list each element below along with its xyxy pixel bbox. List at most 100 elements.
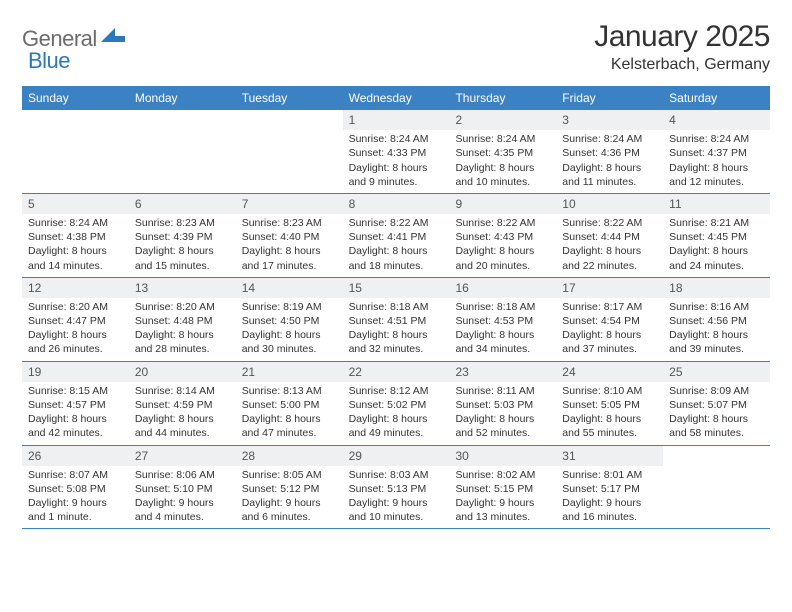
daylight-line-2: and 39 minutes. bbox=[669, 342, 764, 356]
day-number: 1 bbox=[349, 112, 444, 128]
day-number-bar: 9 bbox=[449, 194, 556, 214]
daylight-line-2: and 11 minutes. bbox=[562, 175, 657, 189]
sunset-line: Sunset: 4:56 PM bbox=[669, 314, 764, 328]
day-body: Sunrise: 8:01 AMSunset: 5:17 PMDaylight:… bbox=[556, 466, 663, 529]
sunrise-line: Sunrise: 8:03 AM bbox=[349, 468, 444, 482]
daylight-line-1: Daylight: 8 hours bbox=[562, 161, 657, 175]
day-cell: 30 Sunrise: 8:02 AMSunset: 5:15 PMDayligh… bbox=[449, 446, 556, 529]
sunset-line: Sunset: 5:15 PM bbox=[455, 482, 550, 496]
sunset-line: Sunset: 5:12 PM bbox=[242, 482, 337, 496]
day-body: Sunrise: 8:18 AMSunset: 4:53 PMDaylight:… bbox=[449, 298, 556, 361]
day-cell: 20Sunrise: 8:14 AMSunset: 4:59 PMDayligh… bbox=[129, 362, 236, 445]
daylight-line-2: and 15 minutes. bbox=[135, 259, 230, 273]
day-number: 27 bbox=[135, 448, 230, 464]
empty-cell bbox=[22, 110, 129, 193]
day-number-bar: 27 bbox=[129, 446, 236, 466]
daylight-line-1: Daylight: 9 hours bbox=[135, 496, 230, 510]
sunset-line: Sunset: 5:17 PM bbox=[562, 482, 657, 496]
sunset-line: Sunset: 5:00 PM bbox=[242, 398, 337, 412]
day-number-bar: 22 bbox=[343, 362, 450, 382]
daylight-line-2: and 42 minutes. bbox=[28, 426, 123, 440]
sunrise-line: Sunrise: 8:22 AM bbox=[562, 216, 657, 230]
day-body: Sunrise: 8:24 AMSunset: 4:35 PMDaylight:… bbox=[449, 130, 556, 193]
day-number-bar: 16 bbox=[449, 278, 556, 298]
day-cell: 4Sunrise: 8:24 AMSunset: 4:37 PMDaylight… bbox=[663, 110, 770, 193]
day-body: Sunrise: 8:21 AMSunset: 4:45 PMDaylight:… bbox=[663, 214, 770, 277]
daylight-line-1: Daylight: 9 hours bbox=[455, 496, 550, 510]
day-number: 30 bbox=[455, 448, 550, 464]
weekday-header: Saturday bbox=[663, 86, 770, 110]
sunset-line: Sunset: 4:41 PM bbox=[349, 230, 444, 244]
day-number: 16 bbox=[455, 280, 550, 296]
sunrise-line: Sunrise: 8:20 AM bbox=[135, 300, 230, 314]
daylight-line-1: Daylight: 8 hours bbox=[562, 328, 657, 342]
sunset-line: Sunset: 4:33 PM bbox=[349, 146, 444, 160]
day-number-bar: 12 bbox=[22, 278, 129, 298]
day-number: 29 bbox=[349, 448, 444, 464]
day-cell: 26Sunrise: 8:07 AMSunset: 5:08 PMDayligh… bbox=[22, 446, 129, 529]
daylight-line-2: and 55 minutes. bbox=[562, 426, 657, 440]
day-cell: 21Sunrise: 8:13 AMSunset: 5:00 PMDayligh… bbox=[236, 362, 343, 445]
day-number: 18 bbox=[669, 280, 764, 296]
day-cell: 9Sunrise: 8:22 AMSunset: 4:43 PMDaylight… bbox=[449, 194, 556, 277]
day-number: 6 bbox=[135, 196, 230, 212]
day-body: Sunrise: 8:07 AMSunset: 5:08 PMDaylight:… bbox=[22, 466, 129, 529]
daylight-line-2: and 30 minutes. bbox=[242, 342, 337, 356]
brand-mark-icon bbox=[101, 28, 125, 51]
day-cell: 10Sunrise: 8:22 AMSunset: 4:44 PMDayligh… bbox=[556, 194, 663, 277]
sunset-line: Sunset: 5:05 PM bbox=[562, 398, 657, 412]
sunset-line: Sunset: 4:51 PM bbox=[349, 314, 444, 328]
daylight-line-2: and 34 minutes. bbox=[455, 342, 550, 356]
daylight-line-2: and 37 minutes. bbox=[562, 342, 657, 356]
day-body: Sunrise: 8:03 AMSunset: 5:13 PMDaylight:… bbox=[343, 466, 450, 529]
sunrise-line: Sunrise: 8:05 AM bbox=[242, 468, 337, 482]
weekday-header-row: SundayMondayTuesdayWednesdayThursdayFrid… bbox=[22, 86, 770, 110]
daylight-line-1: Daylight: 8 hours bbox=[135, 412, 230, 426]
day-cell: 6Sunrise: 8:23 AMSunset: 4:39 PMDaylight… bbox=[129, 194, 236, 277]
sunrise-line: Sunrise: 8:24 AM bbox=[669, 132, 764, 146]
day-number-bar: 11 bbox=[663, 194, 770, 214]
sunrise-line: Sunrise: 8:24 AM bbox=[455, 132, 550, 146]
day-body: Sunrise: 8:05 AMSunset: 5:12 PMDaylight:… bbox=[236, 466, 343, 529]
daylight-line-2: and 14 minutes. bbox=[28, 259, 123, 273]
day-cell: 14Sunrise: 8:19 AMSunset: 4:50 PMDayligh… bbox=[236, 278, 343, 361]
daylight-line-1: Daylight: 9 hours bbox=[242, 496, 337, 510]
daylight-line-2: and 17 minutes. bbox=[242, 259, 337, 273]
brand-part2-wrap: Blue bbox=[28, 48, 70, 74]
sunset-line: Sunset: 5:08 PM bbox=[28, 482, 123, 496]
weekday-header: Thursday bbox=[449, 86, 556, 110]
sunrise-line: Sunrise: 8:20 AM bbox=[28, 300, 123, 314]
daylight-line-2: and 6 minutes. bbox=[242, 510, 337, 524]
sunset-line: Sunset: 4:53 PM bbox=[455, 314, 550, 328]
daylight-line-1: Daylight: 8 hours bbox=[349, 244, 444, 258]
day-number: 14 bbox=[242, 280, 337, 296]
daylight-line-1: Daylight: 8 hours bbox=[28, 412, 123, 426]
day-number: 22 bbox=[349, 364, 444, 380]
day-number-bar: 31 bbox=[556, 446, 663, 466]
day-body: Sunrise: 8:24 AMSunset: 4:36 PMDaylight:… bbox=[556, 130, 663, 193]
sunset-line: Sunset: 4:48 PM bbox=[135, 314, 230, 328]
day-number-bar: 1 bbox=[343, 110, 450, 130]
sunset-line: Sunset: 5:10 PM bbox=[135, 482, 230, 496]
brand-part2: Blue bbox=[28, 48, 70, 73]
daylight-line-2: and 10 minutes. bbox=[349, 510, 444, 524]
day-cell: 1Sunrise: 8:24 AMSunset: 4:33 PMDaylight… bbox=[343, 110, 450, 193]
day-body: Sunrise: 8:06 AMSunset: 5:10 PMDaylight:… bbox=[129, 466, 236, 529]
daylight-line-1: Daylight: 9 hours bbox=[562, 496, 657, 510]
day-number-bar: 30 bbox=[449, 446, 556, 466]
weekday-header: Wednesday bbox=[343, 86, 450, 110]
sunset-line: Sunset: 5:02 PM bbox=[349, 398, 444, 412]
day-cell: 23Sunrise: 8:11 AMSunset: 5:03 PMDayligh… bbox=[449, 362, 556, 445]
daylight-line-2: and 20 minutes. bbox=[455, 259, 550, 273]
day-body: Sunrise: 8:23 AMSunset: 4:40 PMDaylight:… bbox=[236, 214, 343, 277]
sunrise-line: Sunrise: 8:02 AM bbox=[455, 468, 550, 482]
day-number: 21 bbox=[242, 364, 337, 380]
day-body: Sunrise: 8:14 AMSunset: 4:59 PMDaylight:… bbox=[129, 382, 236, 445]
calendar-grid: SundayMondayTuesdayWednesdayThursdayFrid… bbox=[22, 86, 770, 529]
daylight-line-1: Daylight: 8 hours bbox=[455, 328, 550, 342]
sunrise-line: Sunrise: 8:07 AM bbox=[28, 468, 123, 482]
daylight-line-1: Daylight: 8 hours bbox=[562, 412, 657, 426]
sunrise-line: Sunrise: 8:24 AM bbox=[562, 132, 657, 146]
day-number: 10 bbox=[562, 196, 657, 212]
daylight-line-1: Daylight: 8 hours bbox=[349, 328, 444, 342]
